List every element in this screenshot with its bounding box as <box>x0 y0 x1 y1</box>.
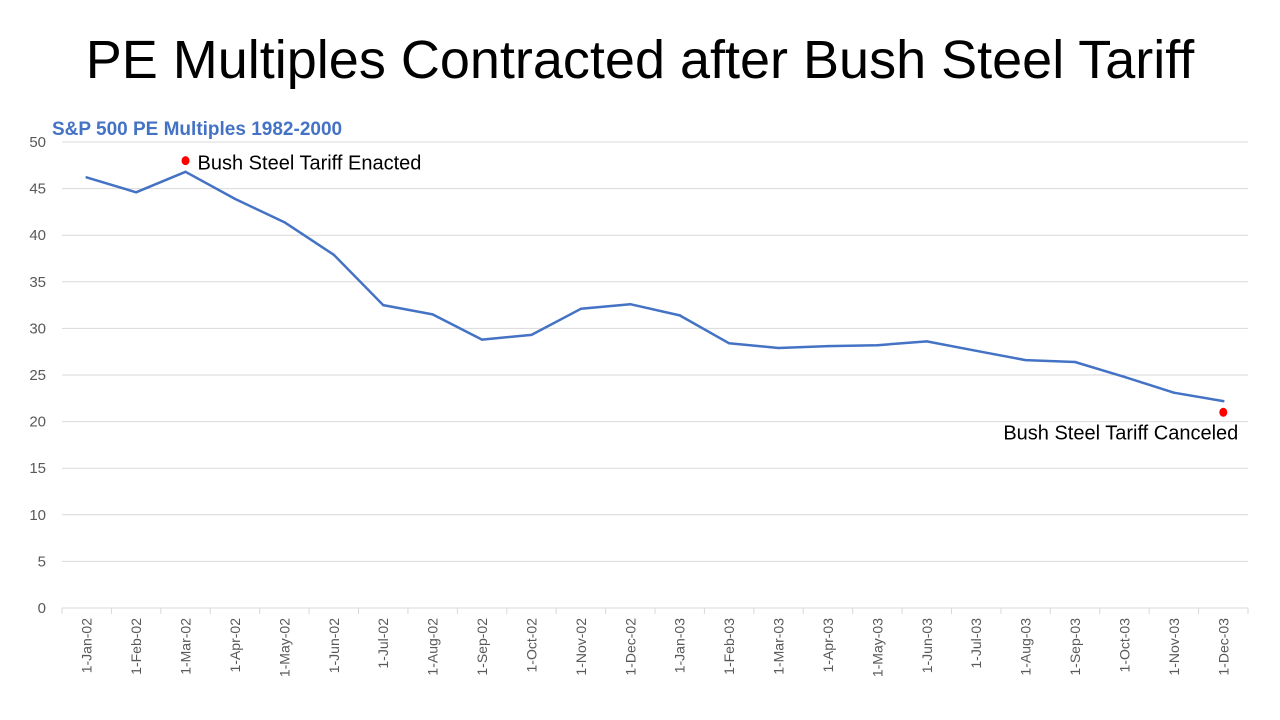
data-point-6 <box>382 303 385 307</box>
y-tick-label-10: 10 <box>29 507 46 524</box>
y-tick-label-5: 5 <box>38 553 46 570</box>
data-point-8 <box>480 338 484 341</box>
data-point-7 <box>431 313 434 316</box>
data-point-12 <box>678 314 681 317</box>
x-tick-label-3: 1-Apr-02 <box>227 618 243 673</box>
data-point-18 <box>975 349 978 352</box>
data-point-14 <box>777 346 780 350</box>
x-tick-label-4: 1-May-02 <box>276 618 292 677</box>
x-tick-label-18: 1-Jul-03 <box>968 618 984 669</box>
y-tick-label-25: 25 <box>29 367 46 384</box>
x-tick-label-10: 1-Nov-02 <box>573 618 589 676</box>
x-tick-label-0: 1-Jan-02 <box>79 618 95 673</box>
x-tick-label-17: 1-Jun-03 <box>919 618 935 673</box>
data-point-4 <box>283 220 286 224</box>
annotation-marker-0 <box>181 156 190 166</box>
x-tick-label-15: 1-Apr-03 <box>820 618 836 673</box>
x-tick-label-12: 1-Jan-03 <box>672 618 688 673</box>
y-tick-label-30: 30 <box>29 320 46 337</box>
x-tick-label-11: 1-Dec-02 <box>622 618 638 676</box>
x-tick-label-5: 1-Jun-02 <box>326 618 342 673</box>
x-tick-label-8: 1-Sep-02 <box>474 618 490 676</box>
data-point-10 <box>579 307 583 311</box>
data-point-20 <box>1073 360 1077 364</box>
data-point-5 <box>332 253 335 256</box>
data-point-17 <box>925 340 928 343</box>
x-tick-label-6: 1-Jul-02 <box>375 618 391 669</box>
series-line-0 <box>85 170 1225 403</box>
x-tick-label-1: 1-Feb-02 <box>128 618 144 675</box>
y-tick-label-50: 50 <box>29 134 46 151</box>
x-tick-label-13: 1-Feb-03 <box>721 618 737 675</box>
data-point-3 <box>233 197 237 201</box>
x-tick-label-19: 1-Aug-03 <box>1018 618 1034 676</box>
data-point-0 <box>85 176 88 179</box>
x-tick-label-22: 1-Nov-03 <box>1166 618 1182 676</box>
slide-title: PE Multiples Contracted after Bush Steel… <box>85 30 1195 90</box>
data-point-13 <box>727 342 731 345</box>
y-tick-label-0: 0 <box>38 600 46 617</box>
data-point-22 <box>1172 391 1176 394</box>
y-tick-label-40: 40 <box>29 227 46 244</box>
data-point-9 <box>530 333 533 337</box>
x-tick-label-7: 1-Aug-02 <box>425 618 441 676</box>
x-tick-label-16: 1-May-03 <box>869 618 885 677</box>
x-tick-label-20: 1-Sep-03 <box>1067 618 1083 676</box>
y-tick-label-15: 15 <box>29 460 46 477</box>
data-point-1 <box>134 191 138 194</box>
data-point-16 <box>876 343 879 347</box>
data-point-11 <box>629 302 632 306</box>
annotation-label-1: Bush Steel Tariff Canceled <box>1003 422 1238 444</box>
data-point-21 <box>1123 375 1126 379</box>
x-tick-label-9: 1-Oct-02 <box>523 618 539 673</box>
y-tick-label-20: 20 <box>29 414 46 431</box>
data-point-19 <box>1024 358 1027 362</box>
x-tick-label-23: 1-Dec-03 <box>1215 618 1231 676</box>
data-point-23 <box>1222 399 1225 403</box>
y-tick-label-35: 35 <box>29 274 46 291</box>
x-tick-label-21: 1-Oct-03 <box>1116 618 1132 673</box>
data-point-2 <box>184 170 187 174</box>
annotation-marker-1 <box>1219 407 1228 417</box>
annotation-label-0: Bush Steel Tariff Enacted <box>198 153 422 175</box>
data-point-15 <box>826 344 830 348</box>
x-tick-label-2: 1-Mar-02 <box>178 618 194 675</box>
y-tick-label-45: 45 <box>29 181 46 198</box>
x-tick-label-14: 1-Mar-03 <box>771 618 787 675</box>
chart-title: S&P 500 PE Multiples 1982-2000 <box>52 119 342 140</box>
